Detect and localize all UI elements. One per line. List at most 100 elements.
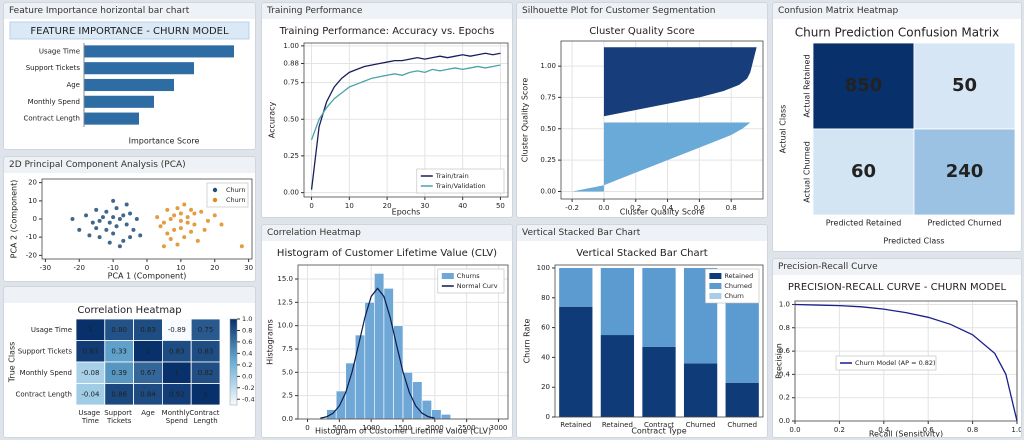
chart-title: Histogram of Customer Lifetime Value (CL… <box>277 248 497 259</box>
chart: Training Performance: Accuracy vs. Epoch… <box>262 19 512 217</box>
title-box <box>9 21 250 40</box>
point <box>70 217 75 221</box>
y-tick-label: 5.0 <box>282 368 293 376</box>
y-axis-label: Actual Class <box>779 105 788 154</box>
x-tick-label: 1500 <box>394 424 412 432</box>
legend-swatch <box>709 293 722 299</box>
x-tick-label: 1000 <box>362 424 380 432</box>
y-tick-label: 0.75 <box>283 79 299 87</box>
x-axis-label: Predicted Class <box>883 237 944 246</box>
y-tick-label: 0.4 <box>779 370 791 378</box>
y-tick-label: 2.5 <box>282 392 293 400</box>
legend-label: Retained <box>724 272 753 280</box>
line <box>310 64 501 141</box>
point <box>168 217 173 221</box>
x-tick-label: Contract <box>644 421 674 429</box>
point <box>178 226 183 231</box>
y-axis-label: Cluster Quality Score <box>521 78 530 163</box>
cell-label: 0.86 <box>111 390 127 398</box>
y-tick-label: Actual Churned <box>803 141 812 203</box>
cell-label: 0.84 <box>140 390 156 398</box>
y-tick-label: Usage Time <box>31 326 72 334</box>
y-tick-label: 0 <box>546 413 550 421</box>
x-tick-label: 0.6 <box>694 204 706 212</box>
legend-swatch <box>441 273 454 279</box>
bar-segment <box>642 267 676 347</box>
x-tick-label: 2500 <box>458 424 476 432</box>
chart-title: Correlation Heatmap <box>77 305 181 316</box>
y-tick-label: 1.0 <box>779 300 790 308</box>
y-tick-label: 0.00 <box>540 187 556 195</box>
x-axis-label: Recall (Sensitivity) <box>869 430 943 438</box>
cell-label: -0.08 <box>81 369 99 377</box>
y-tick-label: 1.00 <box>540 62 556 70</box>
y-axis-label: Accuracy <box>268 101 277 138</box>
legend-swatch <box>709 273 722 279</box>
point <box>165 207 170 212</box>
cell <box>913 128 1016 216</box>
chart: Correlation HeatmapFactorsTrue Class10.8… <box>4 303 255 437</box>
x-tick-label: 10 <box>345 202 354 210</box>
cell-label: 0.83 <box>169 347 185 355</box>
colorbar-tick-label: -0.2 <box>242 384 255 392</box>
bar <box>84 62 194 75</box>
legend-label: Train/Validation <box>435 182 486 190</box>
point <box>189 229 194 234</box>
x-tick-label: Support Tickets <box>104 409 134 425</box>
bar-segment <box>642 346 676 417</box>
point <box>158 224 163 229</box>
point <box>192 211 197 216</box>
y-tick-label: 0.6 <box>779 347 791 355</box>
bar <box>364 302 375 420</box>
y-tick-label: 80 <box>541 294 550 302</box>
plot-frame <box>554 264 764 418</box>
x-tick-label: Usage Time <box>78 409 102 425</box>
bar-segment <box>600 267 635 336</box>
bar <box>84 45 234 58</box>
x-tick-label: Retained <box>602 421 633 429</box>
point <box>121 238 126 243</box>
point <box>202 227 207 232</box>
line <box>310 52 501 190</box>
bar-segment <box>683 363 718 417</box>
plot-frame <box>297 264 509 420</box>
bar <box>440 414 452 420</box>
y-tick-label: -20 <box>26 251 37 259</box>
panel-title: Correlation Heatmap <box>267 228 361 238</box>
x-tick-label: 10 <box>176 264 185 272</box>
point <box>192 222 197 227</box>
x-tick-label: 0.0 <box>789 426 800 434</box>
point <box>97 218 102 223</box>
y-tick-label: 0 <box>33 215 37 223</box>
panel-title: 2D Principal Component Analysis (PCA) <box>9 160 186 170</box>
x-tick-label: 0 <box>145 264 149 272</box>
legend-label: Churned <box>724 282 752 290</box>
cell-label: 0.83 <box>198 347 214 355</box>
point <box>117 217 122 221</box>
legend-swatch <box>212 197 218 203</box>
panel: Training Performance Training Performance… <box>261 2 513 218</box>
point <box>185 215 190 220</box>
point <box>172 227 177 232</box>
point <box>97 235 102 240</box>
chart-title: PRECISION-RECALL CURVE - CHURN MODEL <box>788 282 1007 293</box>
x-tick-label: 3000 <box>490 424 508 432</box>
panel: Silhouette Plot for Customer Segmentatio… <box>516 2 768 218</box>
x-tick-label: -10 <box>107 264 118 272</box>
colorbar-tick-label: 0.6 <box>242 338 252 346</box>
x-axis-label: Contract Type <box>631 427 686 436</box>
bar-segment <box>559 267 593 307</box>
point <box>138 233 143 238</box>
cell-label: 850 <box>845 75 883 96</box>
x-tick-label: 20 <box>383 202 392 210</box>
point <box>189 207 194 212</box>
point <box>185 220 190 225</box>
x-tick-label: 20 <box>210 264 219 272</box>
point <box>104 227 109 232</box>
colorbar-tick-label: -0.4 <box>242 395 255 403</box>
cell-label: 0.83 <box>140 326 156 334</box>
bar <box>383 288 394 420</box>
legend-label: Churn Model (AP = 0.82) <box>855 359 936 367</box>
cell-label: -0.04 <box>81 390 100 398</box>
